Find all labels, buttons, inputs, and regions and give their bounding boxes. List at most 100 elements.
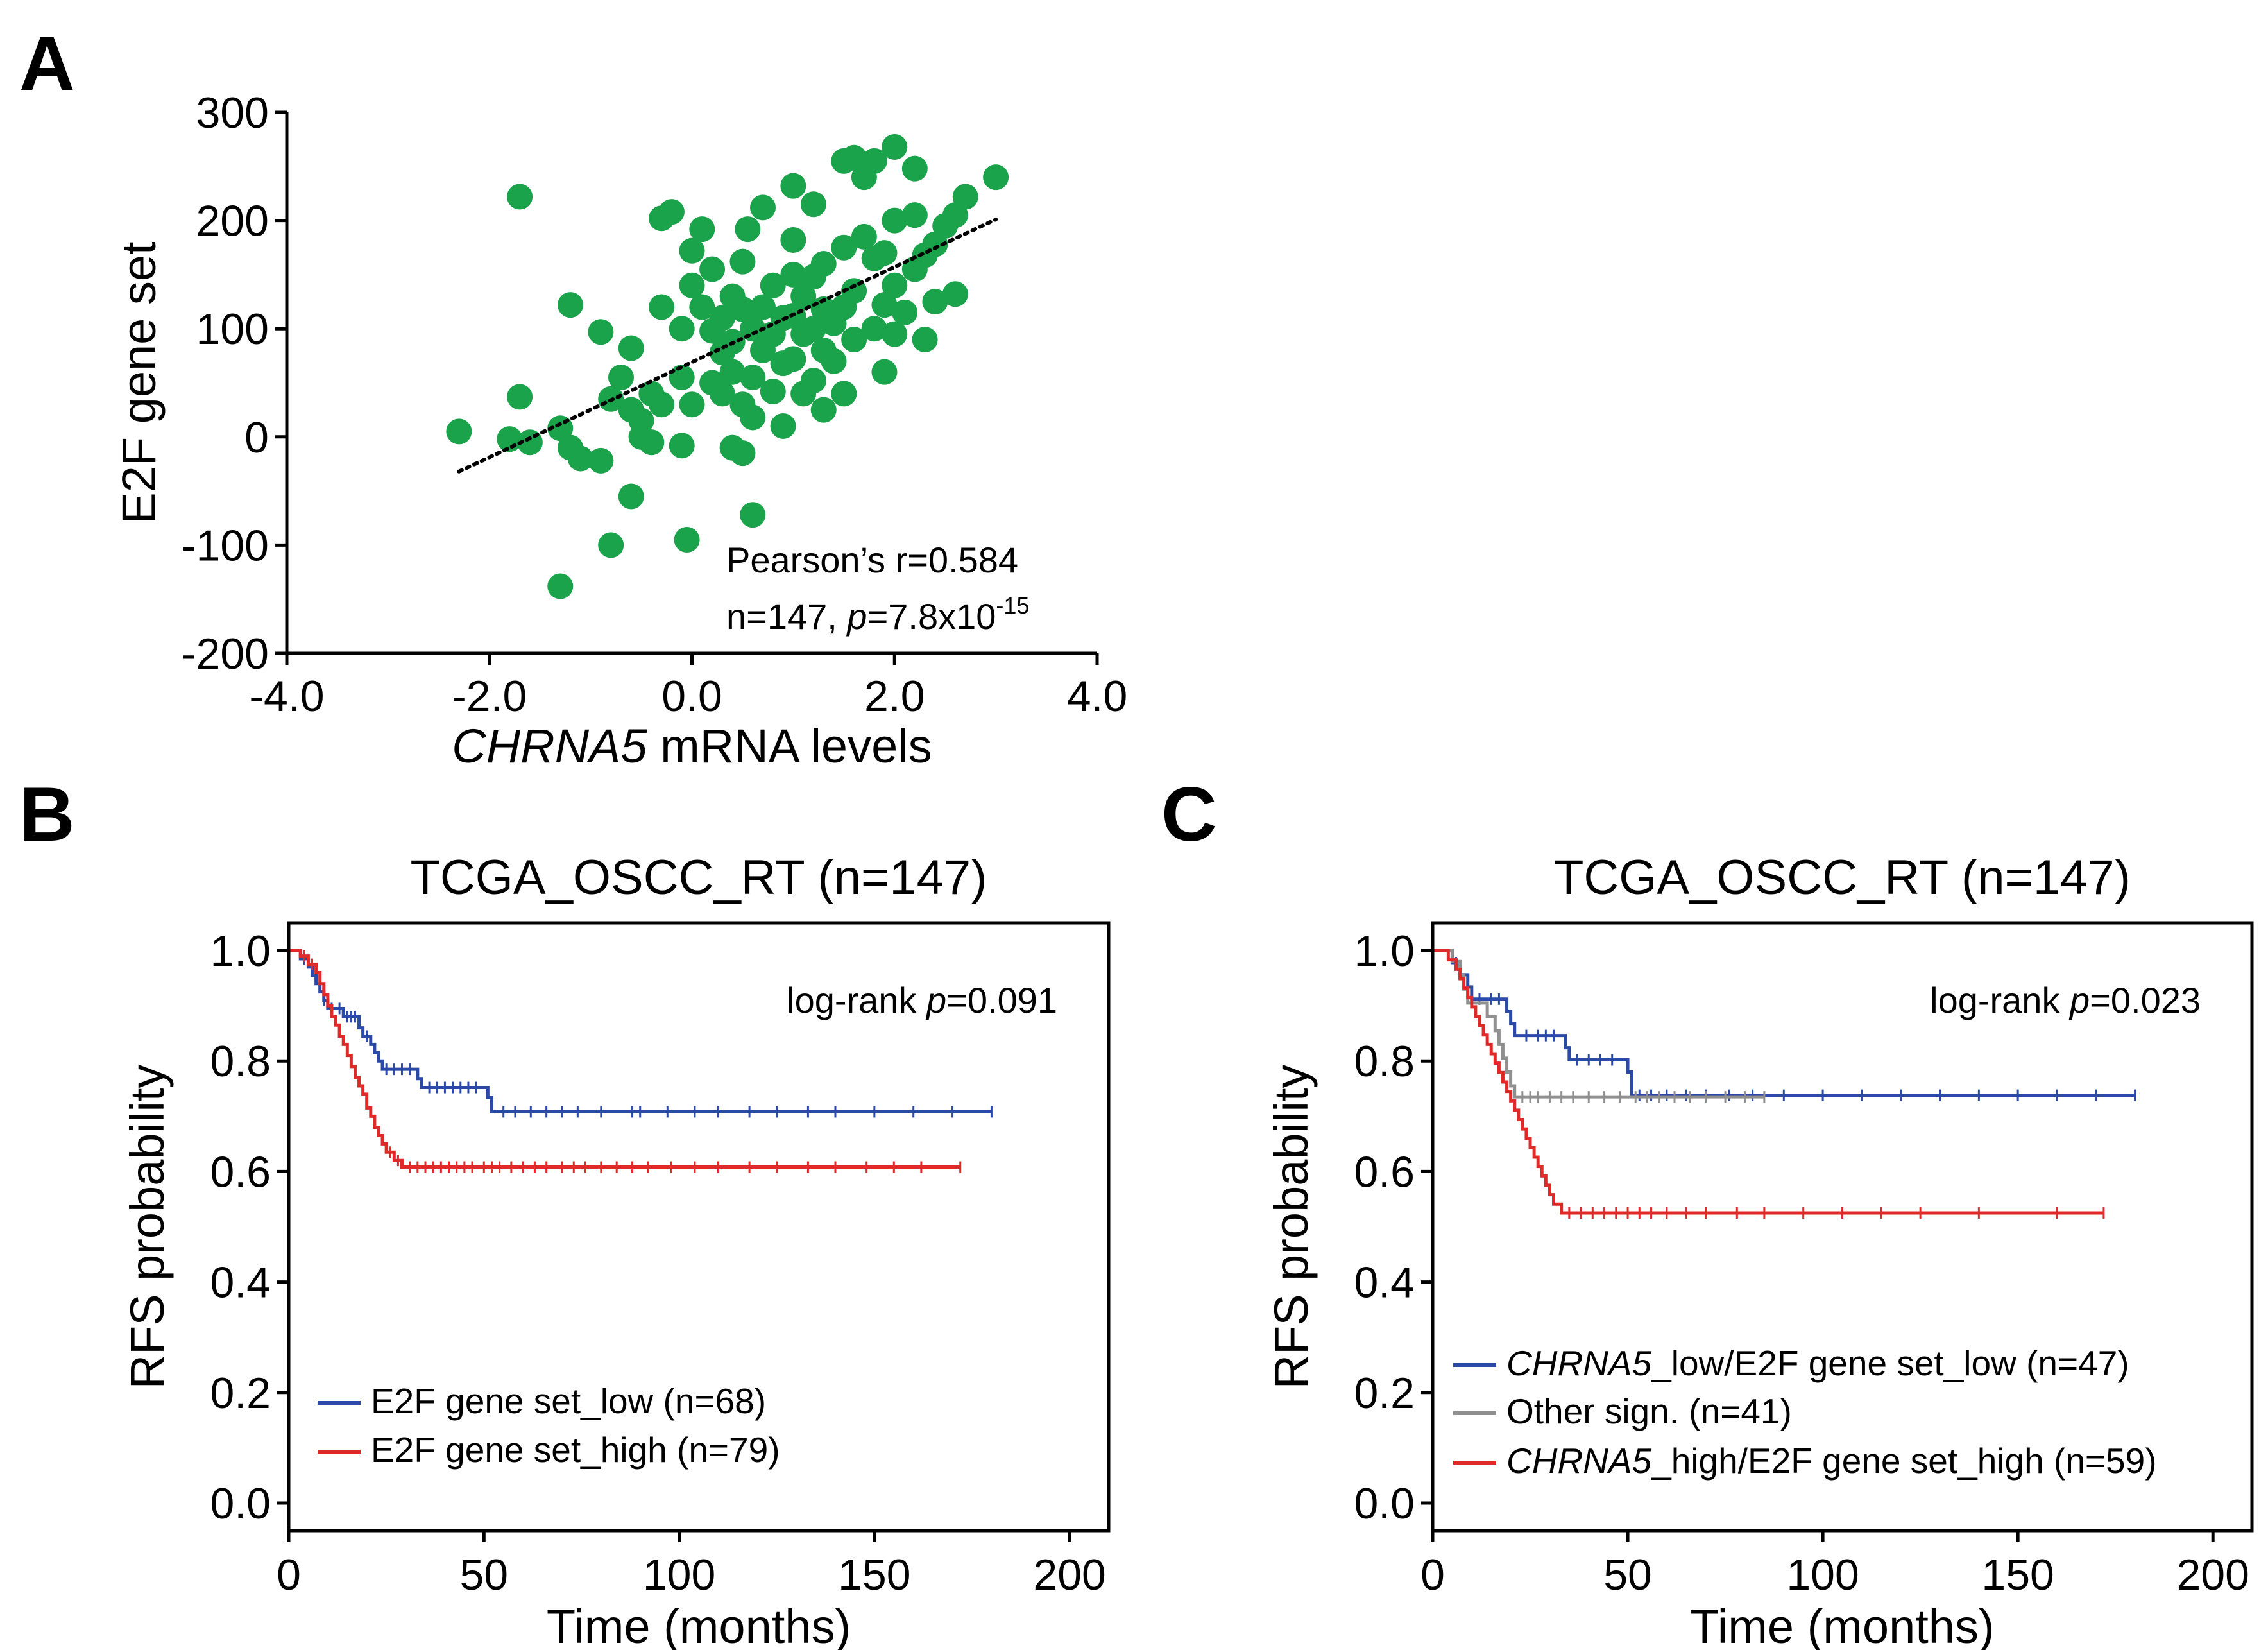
x-tick-label: 0	[277, 1551, 301, 1599]
scatter-point	[800, 368, 826, 394]
scatter-point	[669, 365, 695, 391]
y-tick-label: 300	[196, 89, 269, 137]
scatter-point	[658, 199, 685, 225]
scatter-point	[674, 526, 700, 553]
scatter-point	[729, 248, 756, 275]
legend-label-low-low: CHRNA5_low/E2F gene set_low (n=47)	[1506, 1343, 2129, 1383]
y-tick-label: 1.0	[210, 927, 271, 975]
scatter-point	[567, 445, 593, 472]
legend-gene-italic: CHRNA5	[1506, 1441, 1652, 1481]
x-tick-label: -4.0	[249, 672, 324, 721]
scatter-point	[841, 327, 867, 353]
y-tick-label: 0	[244, 413, 269, 462]
y-tick-label: 0.0	[210, 1479, 271, 1528]
scatter-point	[861, 316, 887, 342]
y-tick-label: 0.6	[1354, 1147, 1415, 1196]
scatter-point	[638, 429, 665, 456]
scatter-point	[618, 335, 644, 361]
x-tick-label: 150	[1981, 1551, 2054, 1599]
scatter-point	[679, 391, 705, 418]
legend-label-low: E2F gene set_low (n=68)	[371, 1381, 766, 1421]
scatter-point	[871, 359, 898, 385]
log-rank-value: =0.091	[946, 980, 1057, 1020]
scatter-point	[912, 327, 938, 353]
scatter-point	[831, 381, 857, 407]
x-axis-label-b: Time (months)	[547, 1600, 851, 1650]
scatter-point	[679, 237, 705, 264]
scatter-point	[679, 272, 705, 298]
y-tick-label: 0.4	[1354, 1259, 1415, 1307]
scatter-point	[750, 194, 776, 221]
scatter-point	[628, 408, 654, 434]
scatter-point	[800, 316, 826, 342]
scatter-point	[882, 133, 908, 160]
km-curve-2	[1433, 949, 2104, 1215]
scatter-point	[588, 319, 614, 345]
y-tick-label: 0.2	[210, 1369, 271, 1418]
scatter-points	[446, 133, 1009, 599]
p-value-text: =7.8x10	[867, 596, 996, 637]
scatter-point	[882, 207, 908, 234]
scatter-point	[669, 316, 695, 342]
pearson-annotation: Pearson’s r=0.584	[726, 540, 1018, 580]
log-rank-value: =0.023	[2090, 980, 2201, 1020]
scatter-point	[669, 433, 695, 459]
scatter-point	[735, 216, 761, 243]
y-tick-label: 0.6	[210, 1147, 271, 1196]
scatter-point	[719, 359, 746, 385]
scatter-point	[780, 227, 806, 253]
log-rank-annotation-b: log-rank p=0.091	[787, 980, 1057, 1020]
scatter-point	[618, 483, 644, 510]
legend-label-high: E2F gene set_high (n=79)	[371, 1430, 780, 1470]
scatter-point	[780, 173, 806, 199]
log-rank-prefix: log-rank	[1930, 980, 2070, 1020]
km-curve-0	[1433, 949, 2135, 1097]
n-value-text: n=147,	[726, 596, 847, 637]
x-tick-label: 50	[1603, 1551, 1652, 1599]
y-tick-label: 0.8	[1354, 1037, 1415, 1086]
legend-label-rest: _low/E2F gene set_low (n=47)	[1651, 1343, 2129, 1383]
y-tick-label: 200	[196, 197, 269, 246]
km-curve-1	[289, 949, 960, 1169]
scatter-point	[750, 294, 776, 320]
x-axis-label-gene: CHRNA5	[452, 719, 647, 773]
scatter-point	[901, 202, 928, 228]
axes-a: -200 -100 0 100 200 300 -4.0 -2.0 0.0 2.0 4.0	[182, 89, 1127, 721]
scatter-point	[760, 378, 786, 404]
y-tick-label: -100	[182, 521, 269, 570]
legend-gene-italic: CHRNA5	[1506, 1343, 1652, 1383]
y-tick-label: 0.0	[1354, 1479, 1415, 1528]
chart-title-c: TCGA_OSCC_RT (n=147)	[1554, 850, 2131, 905]
x-tick-label: 100	[1786, 1551, 1859, 1599]
legend-label-rest: _high/E2F gene set_high (n=59)	[1651, 1441, 2156, 1481]
plot-frame	[1431, 921, 2254, 1533]
scatter-point	[507, 384, 533, 410]
km-curve-1	[1433, 949, 1764, 1099]
plot-frame	[287, 921, 1111, 1533]
scatter-point	[598, 532, 624, 558]
km-curve-0	[289, 949, 992, 1113]
x-tick-label: 50	[459, 1551, 508, 1599]
scatter-point	[729, 296, 756, 322]
x-axis-label-c: Time (months)	[1690, 1600, 1994, 1650]
x-tick-label: 0.0	[661, 672, 722, 721]
y-tick-label: 0.4	[210, 1259, 271, 1307]
scatter-point	[699, 256, 726, 282]
axes-b: 0.0 0.2 0.4 0.6 0.8 1.0 0 50 100 150 200	[210, 921, 1111, 1599]
km-curves-c	[1433, 949, 2136, 1219]
legend-b: E2F gene set_low (n=68) E2F gene set_hig…	[318, 1381, 780, 1470]
scatter-point	[952, 184, 978, 210]
p-symbol: p	[925, 980, 946, 1020]
scatter-point	[922, 289, 948, 315]
scatter-point	[649, 391, 675, 418]
x-tick-label: 4.0	[1067, 672, 1128, 721]
scatter-point	[740, 502, 766, 528]
x-tick-label: -2.0	[452, 672, 527, 721]
x-tick-label: 100	[643, 1551, 715, 1599]
scatter-point	[871, 240, 898, 266]
x-tick-label: 200	[2176, 1551, 2249, 1599]
scatter-point	[861, 148, 887, 174]
km-panel-c: TCGA_OSCC_RT (n=147) 0.00.20.40.60.81.00…	[1265, 850, 2254, 1650]
scatter-point	[841, 144, 867, 171]
